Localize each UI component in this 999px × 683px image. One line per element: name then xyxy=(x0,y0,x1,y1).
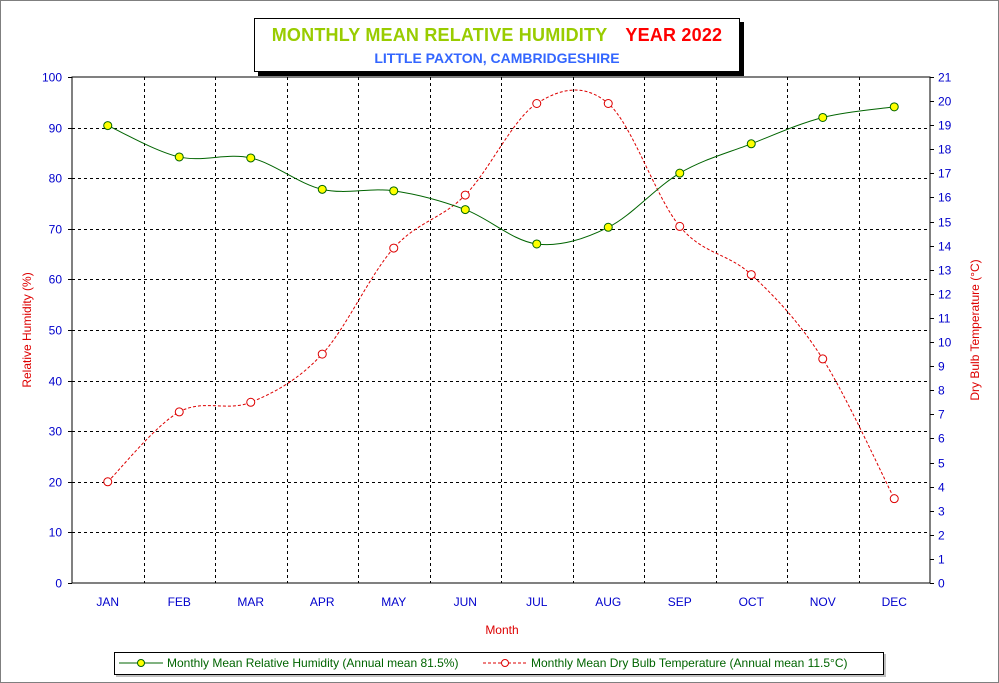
temperature-point xyxy=(389,243,399,253)
x-tick-label: DEC xyxy=(882,595,908,609)
chart-title-box: MONTHLY MEAN RELATIVE HUMIDITY YEAR 2022 … xyxy=(254,18,740,72)
y2-tick-label: 18 xyxy=(938,143,952,157)
temperature-point xyxy=(889,494,899,504)
y2-tick-label: 21 xyxy=(938,71,952,85)
humidity-point xyxy=(889,102,899,112)
x-tick-label: APR xyxy=(310,595,335,609)
humidity-point xyxy=(389,186,399,196)
chart-subtitle: LITTLE PAXTON, CAMBRIDGESHIRE xyxy=(374,50,620,66)
temperature-point xyxy=(818,354,828,364)
humidity-point xyxy=(103,121,113,131)
y2-tick-label: 11 xyxy=(938,312,951,326)
temperature-point xyxy=(603,99,613,109)
chart-title: MONTHLY MEAN RELATIVE HUMIDITY YEAR 2022 xyxy=(255,25,739,46)
y2-tick-label: 6 xyxy=(938,432,945,446)
y2-tick-label: 14 xyxy=(938,240,952,254)
humidity-point xyxy=(317,184,327,194)
humidity-point xyxy=(460,205,470,215)
title-main: MONTHLY MEAN RELATIVE HUMIDITY xyxy=(271,25,608,45)
x-tick-label: MAY xyxy=(381,595,406,609)
y-tick-label: 40 xyxy=(49,375,63,389)
y-tick-label: 90 xyxy=(49,122,63,136)
y2-tick-label: 1 xyxy=(938,553,945,567)
y2-tick-label: 4 xyxy=(938,481,945,495)
legend: Monthly Mean Relative Humidity (Annual m… xyxy=(114,652,884,675)
x-tick-label: AUG xyxy=(595,595,621,609)
humidity-point xyxy=(818,112,828,122)
legend-rh-swatch xyxy=(119,659,163,667)
y2-tick-label: 12 xyxy=(938,288,952,302)
y-tick-label: 0 xyxy=(55,577,62,591)
temperature-point xyxy=(675,221,685,231)
temperature-point xyxy=(103,477,113,487)
y-tick-label: 80 xyxy=(49,172,63,186)
humidity-point xyxy=(174,152,184,162)
y2-tick-label: 3 xyxy=(938,505,945,519)
y2-tick-label: 13 xyxy=(938,264,952,278)
temperature-point xyxy=(746,270,756,280)
humidity-point xyxy=(246,153,256,163)
x-tick-label: OCT xyxy=(739,595,765,609)
x-tick-label: JUL xyxy=(526,595,548,609)
y-tick-label: 100 xyxy=(42,71,62,85)
temperature-point xyxy=(317,349,327,359)
y-tick-label: 10 xyxy=(49,526,63,540)
x-axis-label: Month xyxy=(485,623,518,637)
legend-rh-label: Monthly Mean Relative Humidity (Annual m… xyxy=(167,656,459,670)
y2-tick-label: 20 xyxy=(938,95,952,109)
y-tick-label: 20 xyxy=(49,476,63,490)
temperature-point xyxy=(532,99,542,109)
temperature-line xyxy=(107,89,895,499)
x-tick-label: JAN xyxy=(96,595,119,609)
y-tick-label: 70 xyxy=(49,223,63,237)
x-tick-label: FEB xyxy=(168,595,191,609)
x-tick-label: SEP xyxy=(668,595,692,609)
x-tick-label: JUN xyxy=(454,595,477,609)
humidity-point xyxy=(746,139,756,149)
title-year: YEAR 2022 xyxy=(625,25,723,45)
y2-axis-label: Dry Bulb Temperature (°C) xyxy=(968,259,982,400)
y2-tick-label: 0 xyxy=(938,577,945,591)
y-tick-label: 50 xyxy=(49,324,63,338)
temperature-point xyxy=(174,407,184,417)
x-tick-label: MAR xyxy=(237,595,264,609)
y2-tick-label: 10 xyxy=(938,336,952,350)
y-tick-label: 30 xyxy=(49,425,63,439)
y-axis-label: Relative Humidity (%) xyxy=(20,272,34,387)
legend-temp-swatch xyxy=(483,659,527,667)
y2-tick-label: 2 xyxy=(938,529,945,543)
x-tick-label: NOV xyxy=(810,595,836,609)
humidity-point xyxy=(532,239,542,249)
y-tick-label: 60 xyxy=(49,273,63,287)
legend-temp-label: Monthly Mean Dry Bulb Temperature (Annua… xyxy=(531,656,848,670)
temperature-point xyxy=(460,190,470,200)
y2-tick-label: 8 xyxy=(938,384,945,398)
humidity-point xyxy=(675,168,685,178)
y2-tick-label: 16 xyxy=(938,191,952,205)
y2-tick-label: 5 xyxy=(938,457,945,471)
y2-tick-label: 15 xyxy=(938,216,952,230)
y2-tick-label: 19 xyxy=(938,119,952,133)
y2-tick-label: 9 xyxy=(938,360,945,374)
humidity-point xyxy=(603,222,613,232)
y2-tick-label: 17 xyxy=(938,167,952,181)
y2-tick-label: 7 xyxy=(938,408,945,422)
temperature-point xyxy=(246,397,256,407)
